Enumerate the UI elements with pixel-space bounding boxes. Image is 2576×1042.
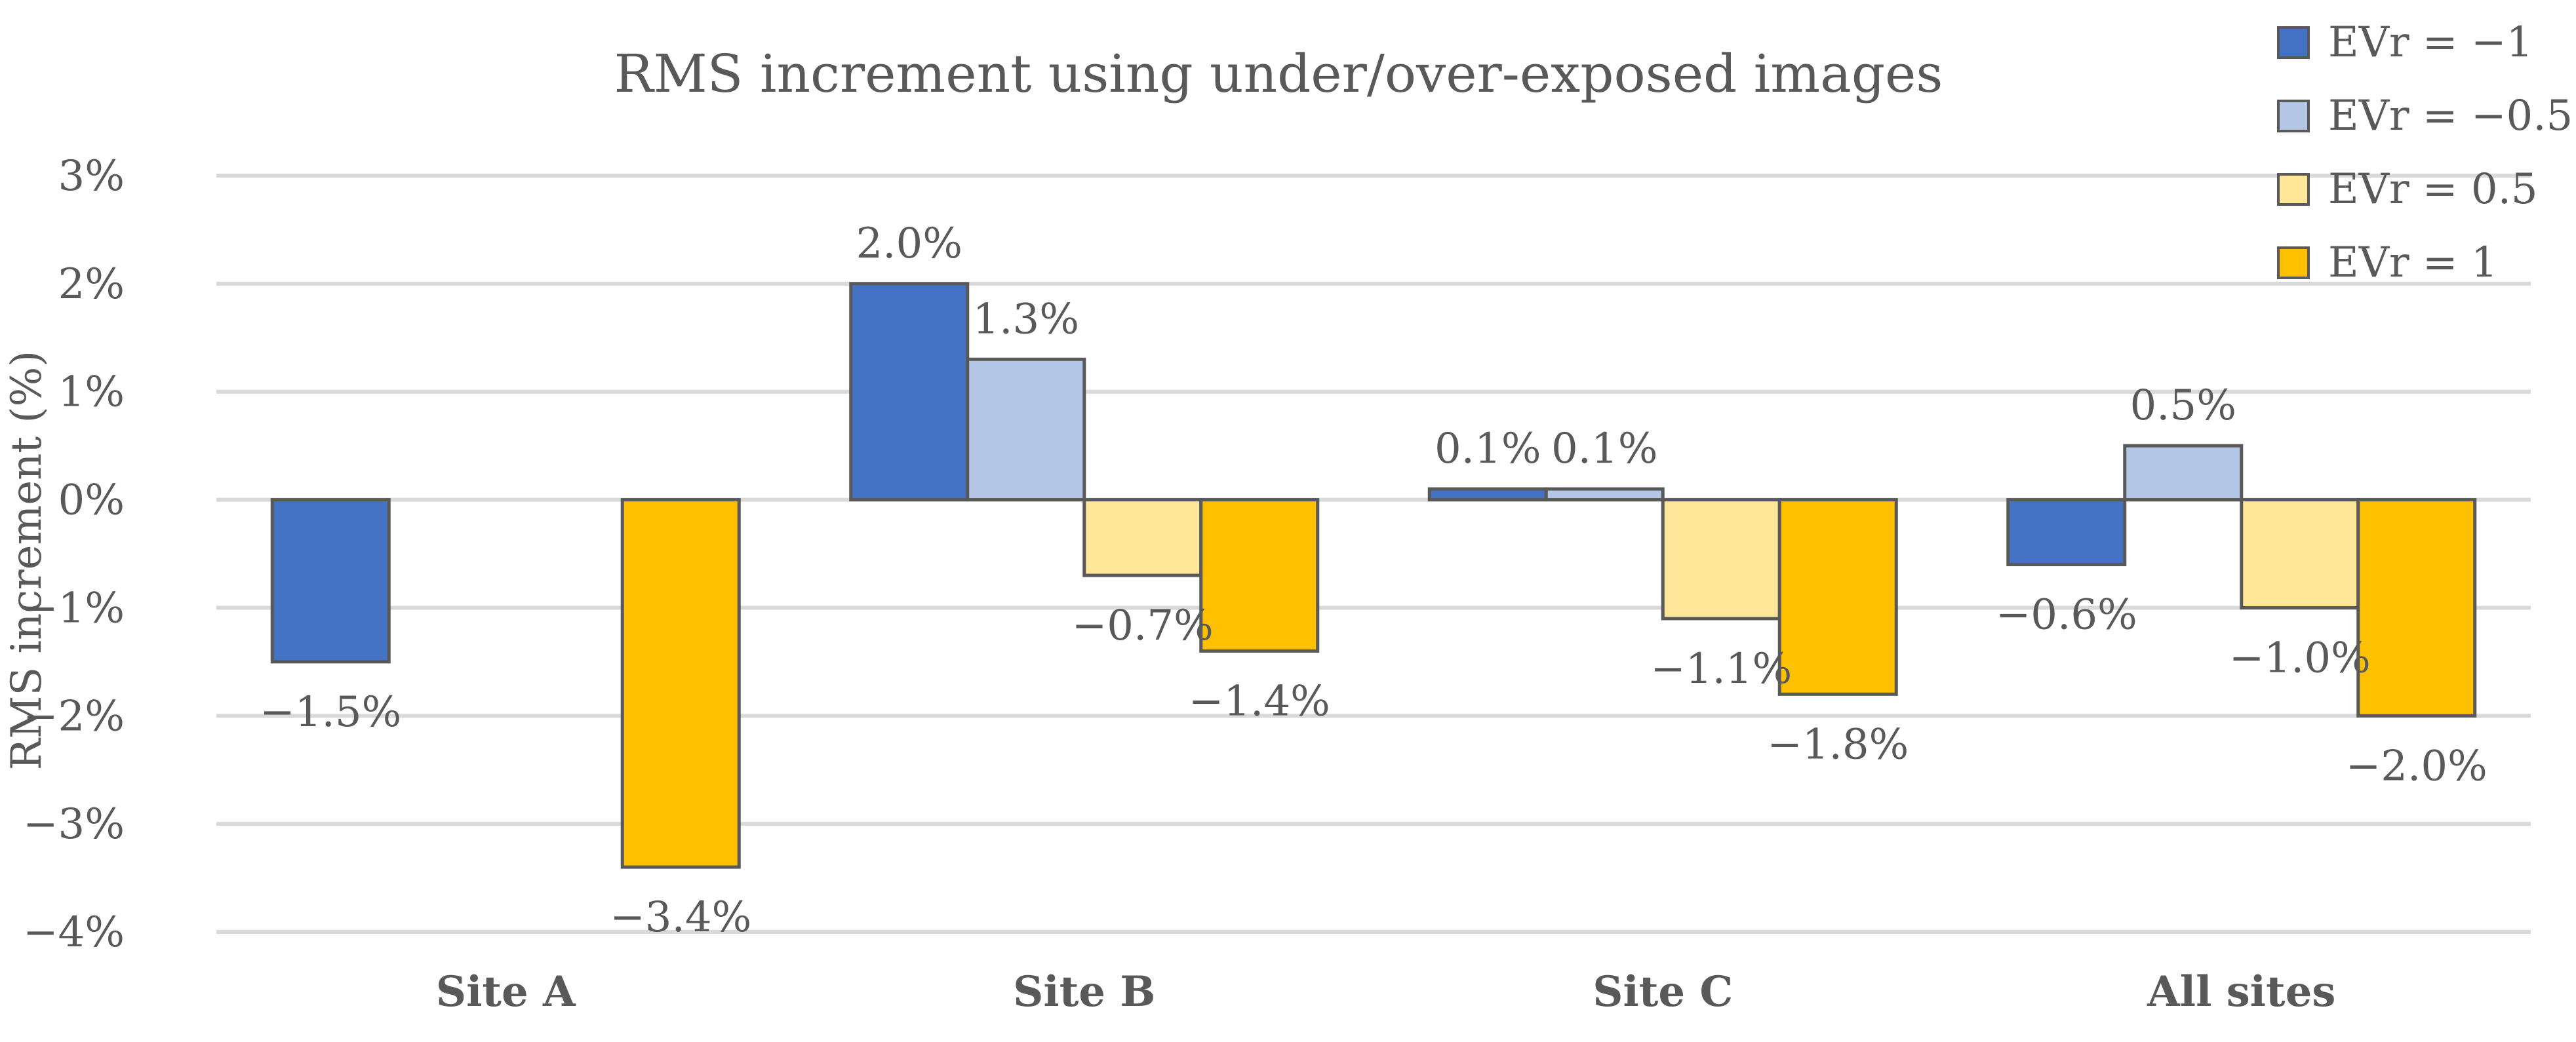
bar: [1544, 487, 1665, 502]
legend-label: EVr = 0.5: [2328, 165, 2538, 214]
bar: [966, 357, 1086, 502]
data-label: 0.5%: [2130, 381, 2236, 430]
bar: [1661, 498, 1781, 621]
y-tick-labels: 3% 2% 1% 0% −1% −2% −3% −4%: [23, 152, 125, 957]
legend: EVr = −1 EVr = −0.5 EVr = 0.5 EVr = 1: [2277, 18, 2573, 287]
bar: [270, 498, 391, 664]
data-label: 0.1%: [1551, 425, 1658, 473]
legend-label: EVr = 1: [2328, 239, 2498, 287]
category-label: Site B: [1013, 967, 1155, 1016]
data-label: −3.4%: [610, 893, 751, 942]
data-label: −1.1%: [1650, 645, 1792, 693]
y-tick-label: 0%: [58, 476, 125, 525]
data-label: 1.3%: [972, 295, 1079, 343]
data-label: −1.5%: [260, 688, 401, 737]
data-labels: −1.5% −3.4% 2.0%1.3% −0.7% −1.4% 0.1% 0.1% −1.1…: [260, 220, 2487, 942]
chart-title: RMS increment using under/over-exposed i…: [614, 43, 1943, 104]
bar: [1427, 487, 1548, 502]
legend-swatch: [2277, 100, 2310, 132]
y-tick-label: −2%: [23, 692, 125, 741]
category-label: All sites: [2147, 967, 2335, 1016]
data-label: 0.1%: [1435, 425, 1541, 473]
bar: [2123, 444, 2244, 502]
bar: [1777, 498, 1898, 696]
y-tick-label: −4%: [23, 908, 125, 957]
data-label: 2.0%: [856, 220, 962, 268]
data-label: −0.7%: [1072, 602, 1214, 650]
bars: [270, 282, 2477, 869]
bar: [2240, 498, 2360, 609]
bar: [2356, 498, 2477, 718]
legend-label: EVr = −1: [2328, 18, 2533, 67]
bar: [849, 282, 970, 502]
y-tick-label: 1%: [58, 368, 125, 417]
bar: [1082, 498, 1203, 577]
category-label: Site C: [1593, 967, 1733, 1016]
bar: [2006, 498, 2127, 566]
category-labels: Site A Site B Site C All sites: [436, 967, 2335, 1016]
data-label: −2.0%: [2346, 742, 2487, 790]
legend-swatch: [2277, 26, 2310, 59]
bar: [1199, 498, 1320, 653]
y-tick-label: 3%: [58, 152, 125, 201]
y-tick-label: −1%: [23, 584, 125, 632]
y-axis-title: RMS increment (%): [3, 351, 51, 771]
y-tick-label: 2%: [58, 260, 125, 309]
legend-label: EVr = −0.5: [2328, 92, 2573, 140]
data-label: −0.6%: [1996, 590, 2137, 639]
gridlines: [216, 174, 2531, 934]
legend-swatch: [2277, 246, 2310, 279]
data-label: −1.4%: [1189, 677, 1330, 725]
bar: [620, 498, 741, 869]
data-label: −1.0%: [2229, 634, 2371, 682]
legend-swatch: [2277, 173, 2310, 206]
category-label: Site A: [436, 967, 576, 1016]
data-label: −1.8%: [1767, 720, 1909, 769]
y-tick-label: −3%: [23, 800, 125, 849]
